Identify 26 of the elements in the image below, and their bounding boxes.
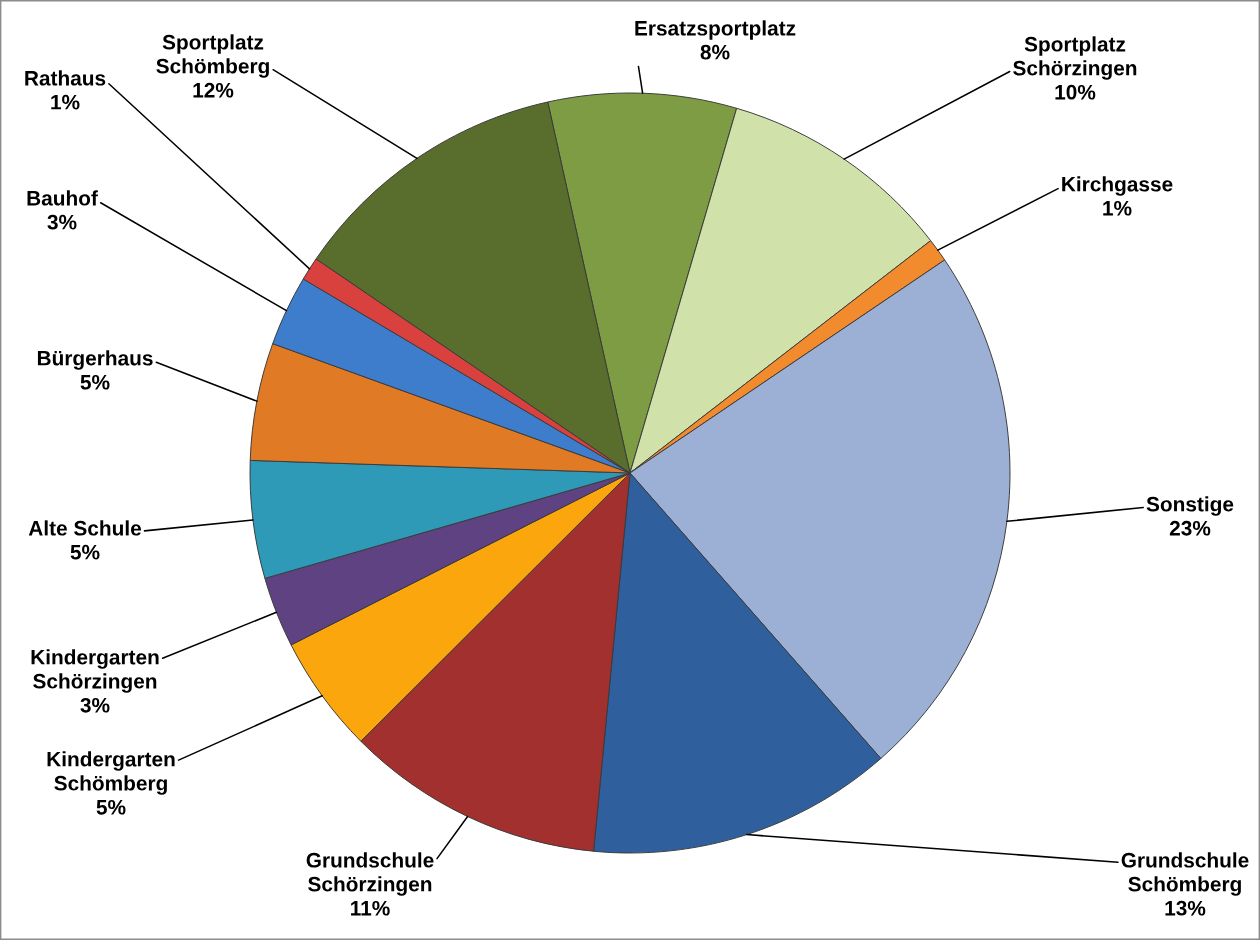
data-label: 8% xyxy=(700,44,730,60)
slice-label: Bürgerhaus xyxy=(37,350,153,370)
slice-label: Kindergarten Schömberg xyxy=(47,751,175,795)
data-label: 5% xyxy=(70,544,100,560)
data-label: 12% xyxy=(193,82,234,98)
data-label: 3% xyxy=(47,214,77,230)
slice-label: Kindergarten Schörzingen xyxy=(31,649,159,693)
slice-label: Kirchgasse xyxy=(1062,176,1173,196)
slice-label: Grundschule Schörzingen xyxy=(306,852,434,896)
data-label: 1% xyxy=(1103,200,1132,216)
data-label: 13% xyxy=(1165,900,1206,916)
slice-label: Bauhof xyxy=(27,190,98,206)
data-label: 1% xyxy=(51,94,80,110)
slice-label: Grundschule Schömberg xyxy=(1121,852,1249,896)
slice-label: Rathaus xyxy=(25,70,106,86)
data-label: 23% xyxy=(1169,520,1211,536)
slice-label: Ersatzsportplatz xyxy=(635,20,796,40)
data-label: 5% xyxy=(80,374,110,390)
slice-label: Sportplatz Schörzingen xyxy=(1013,36,1137,80)
data-label: 10% xyxy=(1055,84,1096,100)
data-label: 3% xyxy=(80,697,110,713)
data-label: 5% xyxy=(96,799,126,815)
slice-label: Sportplatz Schömberg xyxy=(156,34,269,78)
slice-label: Sonstige xyxy=(1146,496,1234,516)
data-label: 11% xyxy=(351,900,390,916)
slice-label: Alte Schule xyxy=(28,520,142,536)
